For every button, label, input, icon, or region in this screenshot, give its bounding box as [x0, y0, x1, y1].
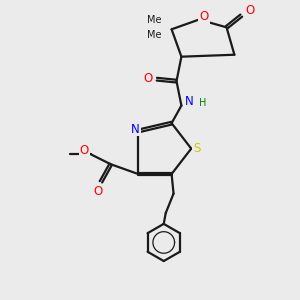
Text: O: O	[93, 185, 103, 198]
Text: N: N	[131, 122, 140, 136]
Text: O: O	[80, 144, 89, 157]
Text: Me: Me	[147, 30, 161, 40]
Text: O: O	[245, 4, 255, 17]
Text: Me: Me	[147, 14, 161, 25]
Text: N: N	[185, 95, 194, 108]
Text: O: O	[200, 10, 208, 23]
Text: S: S	[194, 142, 201, 155]
Text: H: H	[199, 98, 207, 108]
Text: O: O	[143, 72, 153, 85]
